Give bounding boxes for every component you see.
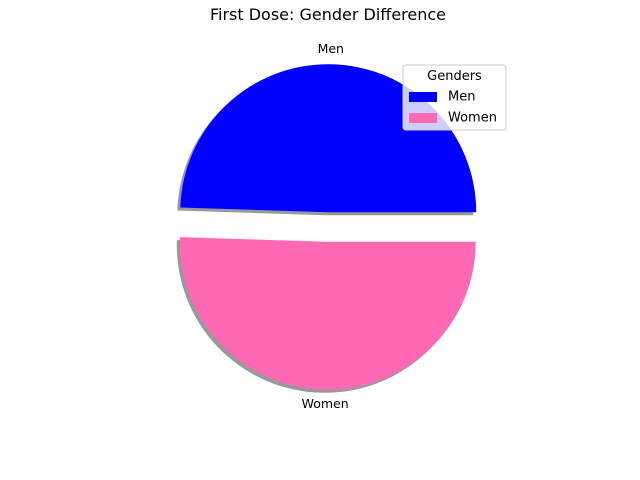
slice-label-men: Men: [318, 41, 344, 56]
legend-swatch-women: [409, 113, 437, 123]
pie-slices: [179, 64, 477, 390]
chart-title: First Dose: Gender Difference: [210, 5, 446, 24]
legend-label-women: Women: [448, 111, 497, 126]
legend-entries: Men Women: [409, 90, 497, 126]
legend-title: Genders: [427, 69, 482, 84]
legend: Genders Men Women: [402, 64, 507, 131]
legend-label-men: Men: [448, 90, 475, 105]
slice-label-women: Women: [302, 396, 349, 411]
pie-slice-men: [180, 64, 477, 213]
slice-labels: Men Women: [302, 41, 349, 411]
legend-swatch-men: [409, 92, 437, 102]
pie-slice-women: [179, 237, 476, 390]
